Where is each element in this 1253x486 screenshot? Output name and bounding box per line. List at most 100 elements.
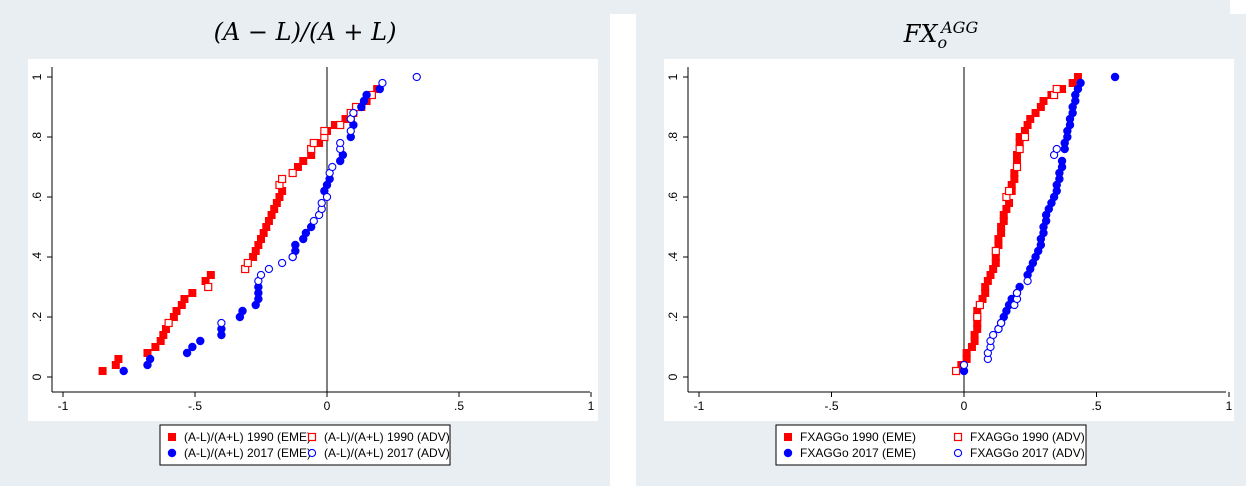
data-point: [1023, 276, 1032, 286]
data-point: [145, 354, 155, 364]
data-point: [988, 330, 998, 340]
data-point: [1065, 120, 1075, 130]
data-point: [983, 277, 992, 285]
legend-marker: [953, 448, 963, 458]
x-tick-label: 0: [961, 399, 968, 413]
y-tick-label: .4: [666, 252, 680, 262]
y-tick-label: .6: [666, 192, 680, 202]
data-point: [254, 294, 263, 304]
data-point: [317, 198, 326, 208]
data-point: [1057, 156, 1067, 166]
y-tick-label: 0: [30, 373, 44, 380]
data-point: [262, 223, 271, 231]
legend-marker: [307, 432, 317, 442]
data-point: [991, 259, 1000, 267]
data-point: [991, 253, 1000, 261]
y-tick-label: .8: [666, 132, 680, 142]
data-point: [1057, 162, 1067, 172]
data-point: [1110, 72, 1120, 82]
x-tick-label: 1: [1226, 399, 1233, 413]
data-point: [378, 78, 387, 88]
data-point: [307, 151, 316, 159]
data-point: [996, 318, 1006, 328]
data-point: [1004, 186, 1014, 196]
data-point: [1073, 73, 1082, 81]
data-point: [180, 295, 189, 303]
data-point: [161, 325, 170, 333]
data-point: [111, 361, 120, 369]
data-point: [291, 240, 300, 250]
data-point: [970, 337, 979, 345]
data-point: [1026, 115, 1035, 123]
legend-label: (A-L)/(A+L) 1990 (EME): [184, 430, 311, 444]
data-point: [243, 258, 252, 268]
data-point: [989, 265, 998, 273]
data-point: [1055, 174, 1064, 184]
data-point: [151, 343, 160, 351]
data-point: [999, 217, 1008, 225]
data-point: [997, 229, 1006, 237]
data-point: [254, 241, 263, 249]
data-point: [1041, 216, 1051, 226]
data-point: [256, 270, 266, 280]
x-tick-label: 1: [588, 399, 595, 413]
data-point: [188, 342, 197, 352]
data-point: [114, 355, 123, 363]
chart-title-right: FXoAGG: [903, 18, 979, 52]
data-point: [159, 331, 168, 339]
legend-label: FXAGGo 1990 (ADV): [970, 430, 1085, 444]
data-point: [978, 295, 987, 303]
x-tick-label: -1: [58, 399, 69, 413]
chart-panel-left: (A − L)/(A + L) 0 .2 .4 .6 .8 1 -1 -.5 0 .5 1 (A-L)…: [0, 14, 610, 486]
data-point: [349, 108, 358, 118]
data-point: [981, 289, 990, 297]
data-point: [973, 312, 982, 322]
data-point: [1031, 109, 1040, 117]
y-tick-label: 1: [30, 73, 44, 80]
data-point: [962, 355, 971, 363]
data-point: [315, 139, 324, 147]
y-tick-label: 1: [666, 73, 680, 80]
data-point: [967, 343, 976, 351]
data-point: [341, 115, 350, 123]
data-point: [1052, 144, 1061, 154]
data-point: [188, 289, 197, 297]
data-point: [1068, 79, 1077, 87]
data-point: [217, 330, 226, 340]
data-point: [951, 366, 961, 376]
data-point: [412, 72, 421, 82]
data-point: [259, 229, 268, 237]
data-point: [962, 349, 971, 357]
data-point: [254, 288, 263, 298]
data-point: [336, 138, 345, 148]
data-point: [1020, 127, 1029, 135]
data-point: [1010, 169, 1019, 177]
data-point: [204, 282, 213, 292]
y-tick-label: .2: [666, 312, 680, 322]
legend-marker: [167, 448, 177, 458]
data-point: [1052, 84, 1061, 94]
data-point: [201, 277, 210, 285]
legend-marker: [307, 448, 317, 458]
legend-label: FXAGGo 2017 (EME): [800, 446, 916, 460]
legend-marker: [784, 433, 792, 441]
legend-box: [159, 424, 451, 466]
data-point: [1012, 162, 1022, 172]
data-point: [272, 199, 281, 207]
data-point: [346, 126, 355, 136]
data-point: [177, 301, 186, 309]
data-point: [1007, 181, 1016, 189]
data-point: [1039, 97, 1048, 105]
legend-marker: [168, 433, 176, 441]
plot-area: [28, 59, 598, 421]
data-point: [973, 307, 982, 315]
legend-box: [775, 424, 1087, 466]
plot-area: [664, 59, 1234, 421]
legend-label: FXAGGo 2017 (ADV): [970, 446, 1085, 460]
data-point: [1068, 108, 1077, 118]
data-point: [1039, 228, 1048, 238]
data-point: [238, 306, 247, 316]
chart-panel-right: FXoAGG 0 .2 .4 .6 .8 1 -1 -.5 0 .5 1 FXAGGo 1990 (E…: [636, 14, 1246, 486]
data-point: [182, 348, 192, 358]
data-point: [288, 252, 297, 262]
